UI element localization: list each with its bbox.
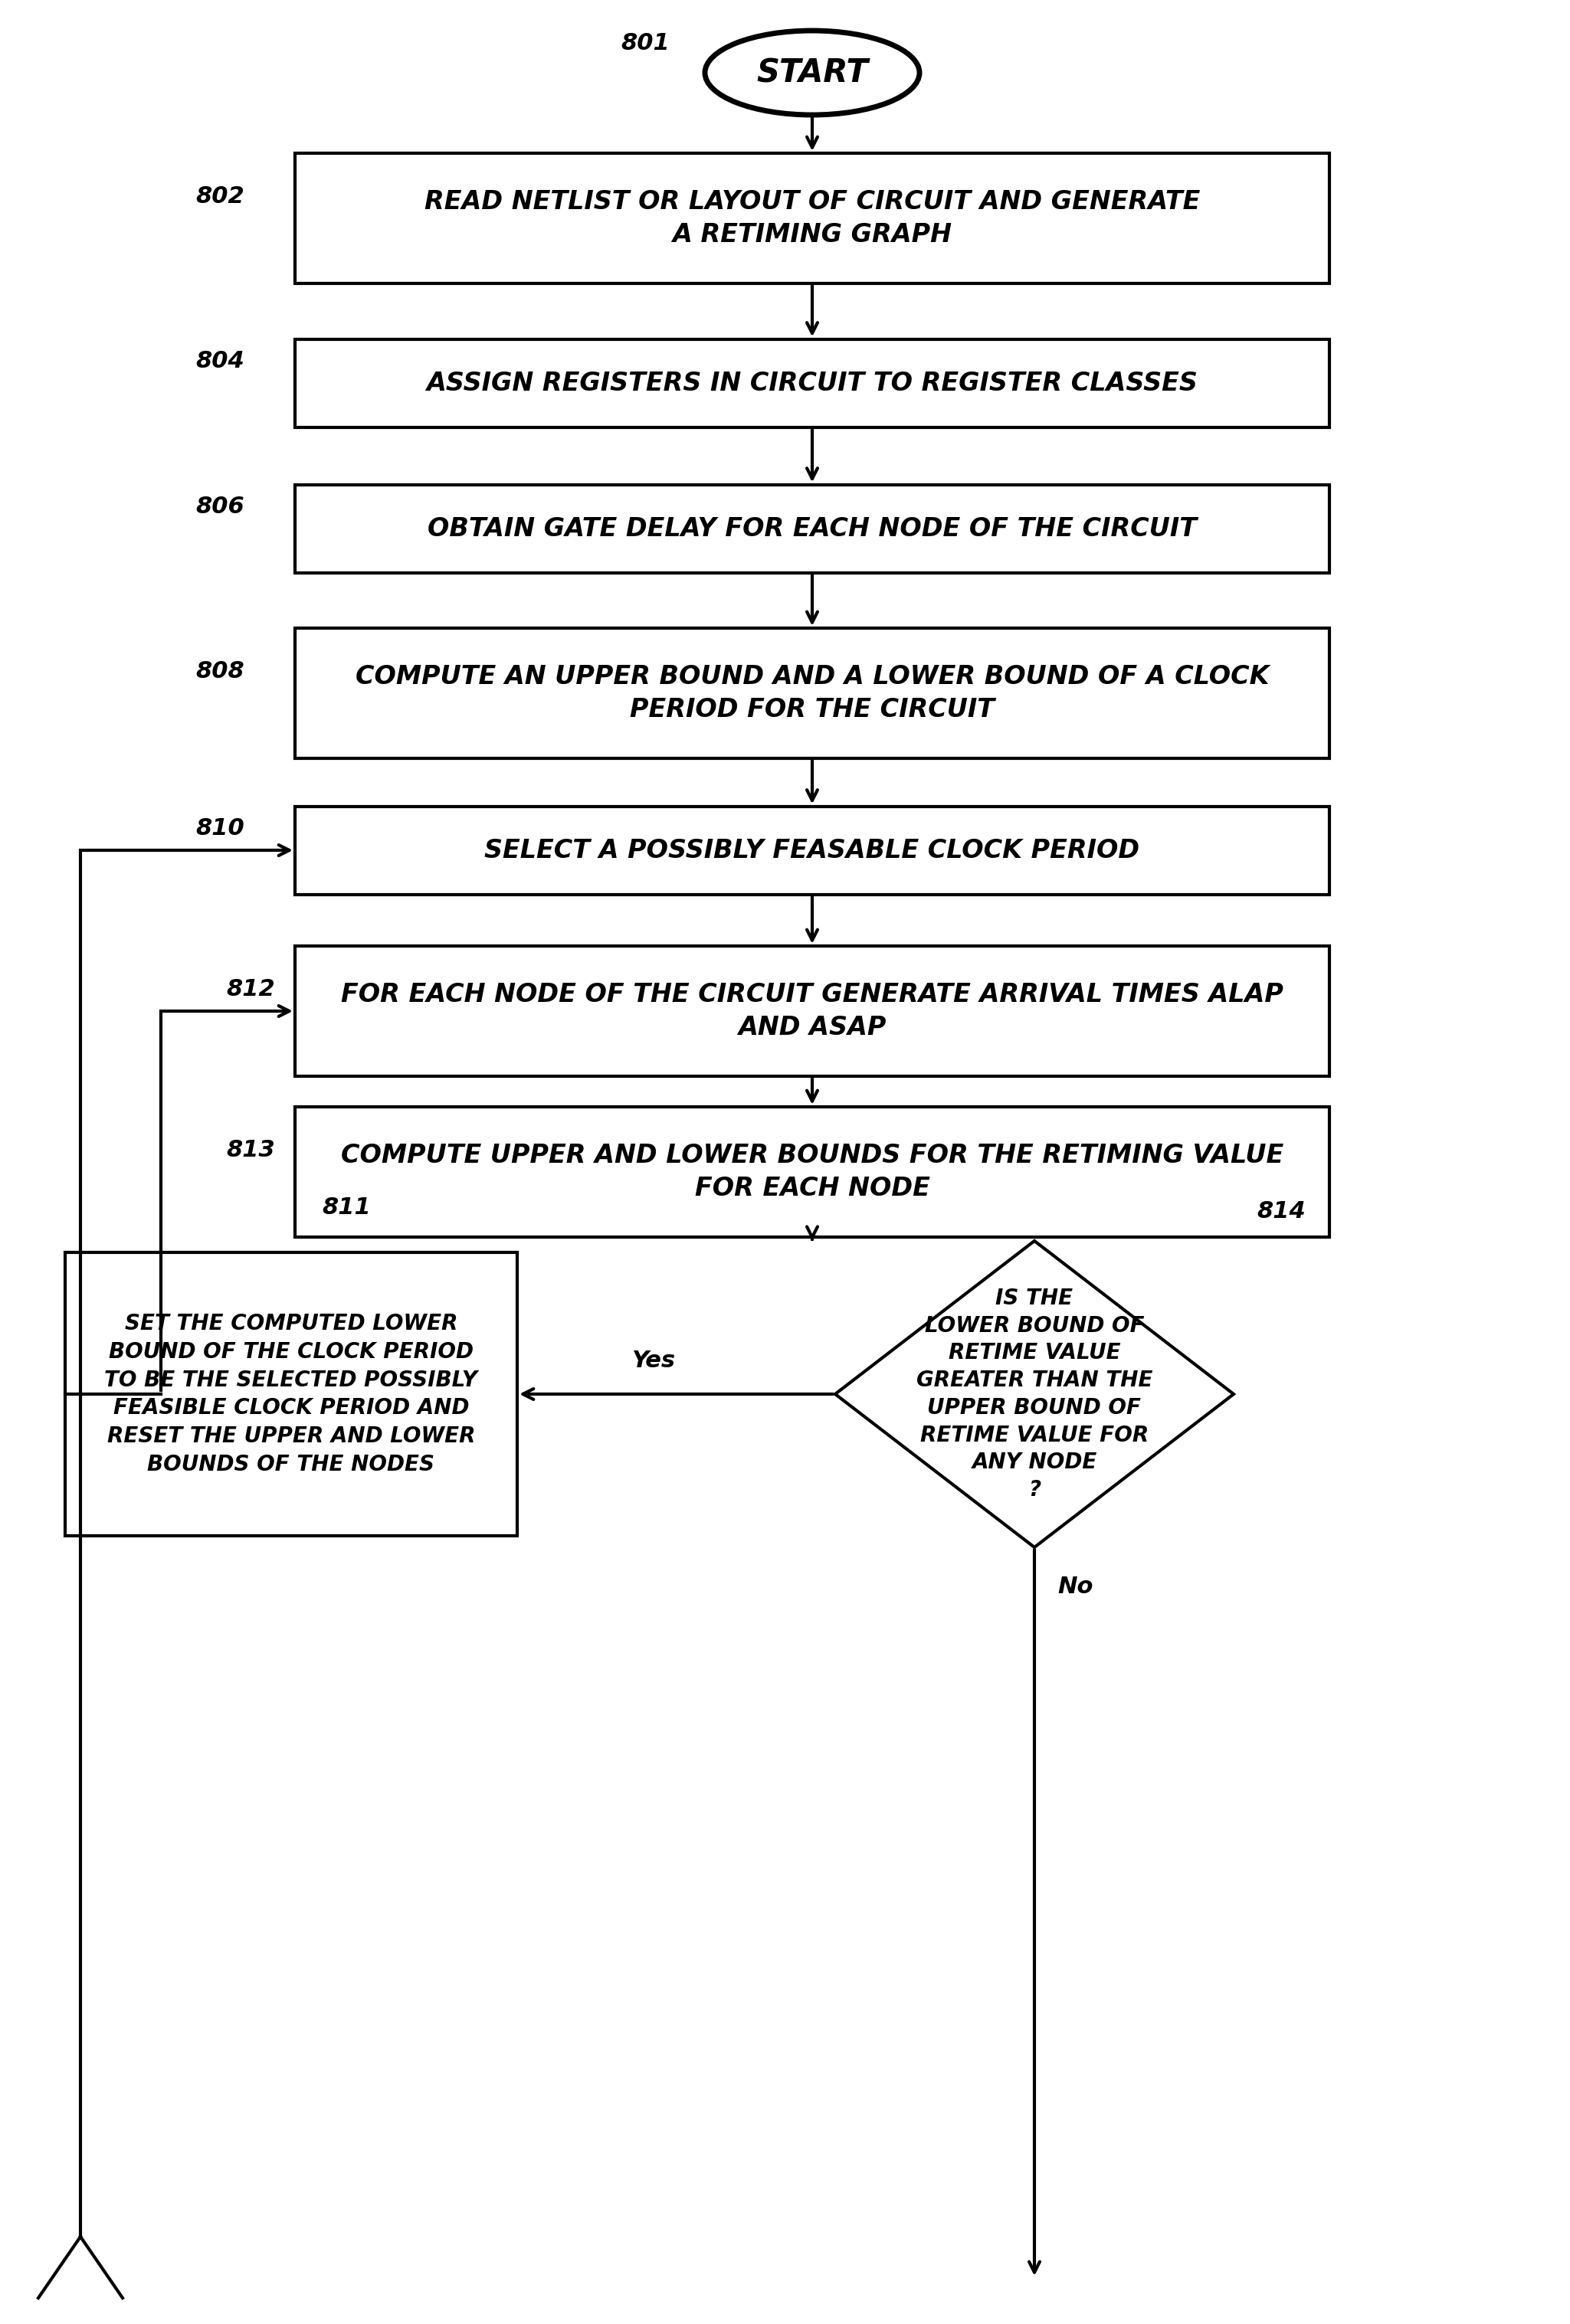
Bar [295, 627, 1330, 758]
Text: READ NETLIST OR LAYOUT OF CIRCUIT AND GENERATE
A RETIMING GRAPH: READ NETLIST OR LAYOUT OF CIRCUIT AND GE… [424, 188, 1199, 249]
Bar [295, 153, 1330, 284]
Polygon shape [835, 1241, 1234, 1548]
Text: 813: 813 [226, 1139, 275, 1162]
Text: 810: 810 [195, 818, 245, 839]
Text: 802: 802 [195, 186, 245, 207]
Bar [295, 806, 1330, 895]
Bar [64, 1253, 517, 1536]
Text: ASSIGN REGISTERS IN CIRCUIT TO REGISTER CLASSES: ASSIGN REGISTERS IN CIRCUIT TO REGISTER … [427, 370, 1198, 395]
Text: FOR EACH NODE OF THE CIRCUIT GENERATE ARRIVAL TIMES ALAP
AND ASAP: FOR EACH NODE OF THE CIRCUIT GENERATE AR… [341, 981, 1283, 1041]
Bar [295, 339, 1330, 428]
Text: 814: 814 [1256, 1199, 1306, 1222]
Bar [295, 1106, 1330, 1236]
Text: No: No [1057, 1576, 1093, 1599]
Text: START: START [757, 56, 868, 88]
Text: 811: 811 [322, 1197, 371, 1218]
Text: OBTAIN GATE DELAY FOR EACH NODE OF THE CIRCUIT: OBTAIN GATE DELAY FOR EACH NODE OF THE C… [427, 516, 1196, 541]
Ellipse shape [705, 30, 920, 114]
Text: 808: 808 [195, 660, 245, 683]
Bar [295, 946, 1330, 1076]
Text: COMPUTE UPPER AND LOWER BOUNDS FOR THE RETIMING VALUE
FOR EACH NODE: COMPUTE UPPER AND LOWER BOUNDS FOR THE R… [341, 1143, 1284, 1202]
Text: COMPUTE AN UPPER BOUND AND A LOWER BOUND OF A CLOCK
PERIOD FOR THE CIRCUIT: COMPUTE AN UPPER BOUND AND A LOWER BOUND… [355, 665, 1269, 723]
Text: 806: 806 [195, 495, 245, 518]
Text: IS THE
LOWER BOUND OF
RETIME VALUE
GREATER THAN THE
UPPER BOUND OF
RETIME VALUE : IS THE LOWER BOUND OF RETIME VALUE GREAT… [917, 1287, 1152, 1501]
Text: 812: 812 [226, 978, 275, 999]
Text: 804: 804 [195, 351, 245, 372]
Text: Yes: Yes [631, 1350, 675, 1371]
Bar [295, 483, 1330, 572]
Text: SELECT A POSSIBLY FEASABLE CLOCK PERIOD: SELECT A POSSIBLY FEASABLE CLOCK PERIOD [485, 837, 1140, 862]
Text: SET THE COMPUTED LOWER
BOUND OF THE CLOCK PERIOD
TO BE THE SELECTED POSSIBLY
FEA: SET THE COMPUTED LOWER BOUND OF THE CLOC… [105, 1313, 477, 1476]
Text: 801: 801 [620, 33, 669, 53]
